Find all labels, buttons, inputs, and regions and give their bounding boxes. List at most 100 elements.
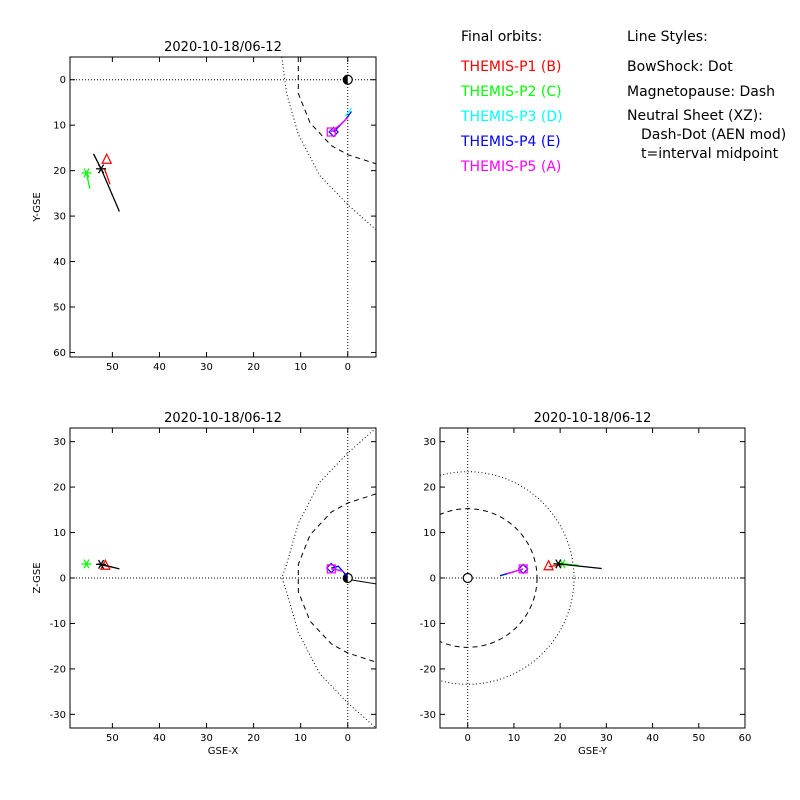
plot-frame (69, 56, 377, 358)
plot-area (440, 428, 745, 728)
y-tick-label: 0 (60, 574, 66, 585)
magnetopause-circle (440, 508, 538, 648)
x-tick-label: 30 (200, 733, 213, 744)
x-axis-label: GSE-X (208, 746, 239, 757)
panel-title: 2020-10-18/06-12 (534, 411, 652, 426)
orbit-themis-p5-square-marker (326, 564, 336, 574)
x-tick-label: 40 (153, 362, 166, 373)
orbits-legend: Final orbits: THEMIS-P1 (B) THEMIS-P2 (C… (460, 29, 563, 175)
orbit-midpoint-asterisk-marker (96, 559, 107, 569)
x-tick-label: 0 (345, 733, 351, 744)
y-tick-label: 20 (423, 483, 436, 494)
earth-marker (462, 572, 473, 584)
asterisk-stroke (555, 559, 562, 569)
legend-probe-p1: THEMIS-P1 (B) (460, 59, 561, 75)
x-tick-label: 30 (200, 362, 213, 373)
y-tick-label: 0 (430, 574, 436, 585)
x-tick-label: 20 (247, 733, 260, 744)
x-tick-label: 30 (600, 733, 613, 744)
y-tick-label: -20 (420, 664, 436, 675)
x-tick-label: 20 (247, 362, 260, 373)
y-tick-label: -10 (420, 619, 436, 630)
orbits-legend-title: Final orbits: (461, 29, 542, 45)
y-tick-label: 30 (53, 212, 66, 223)
orbit-themis-p5-line (331, 568, 344, 572)
orbit-themis-p2-asterisk-marker (81, 559, 92, 569)
x-axis-label: GSE-Y (578, 746, 608, 757)
line-styles-title: Line Styles: (627, 29, 708, 45)
orbit-themis-p5-line (330, 117, 349, 133)
orbit-themis-p2-asterisk-marker (81, 168, 92, 178)
x-tick-label: 10 (294, 362, 307, 373)
xy-plane-panel: 2020-10-18/06-12 50 40 30 20 10 0 0 10 20 30 40 50 60… (32, 40, 377, 373)
x-tick-label: 40 (153, 733, 166, 744)
line-style-interval: t=interval midpoint (641, 146, 779, 162)
y-tick-label: 10 (53, 528, 66, 539)
y-tick-label: 10 (53, 121, 66, 132)
x-tick-label: 50 (106, 362, 119, 373)
x-tick-label: 10 (508, 733, 521, 744)
line-style-aen-mod: Dash-Dot (AEN mod) (641, 127, 786, 143)
y-tick-label: 30 (53, 437, 66, 448)
bowshock-curve (281, 57, 376, 231)
y-tick-label: 10 (423, 528, 436, 539)
x-tick-label: 0 (345, 362, 351, 373)
orbit-themis-p4-line (331, 565, 349, 578)
panel-title: 2020-10-18/06-12 (164, 40, 282, 55)
magnetopause-curve (297, 493, 376, 663)
asterisk-stroke (83, 168, 90, 178)
orbit-themis-p2-line (85, 172, 91, 189)
line-style-neutral-sheet: Neutral Sheet (XZ): (627, 108, 763, 124)
x-tick-label: 50 (106, 733, 119, 744)
orbit-themis-p3-line (344, 107, 353, 117)
xz-plane-panel: 2020-10-18/06-12 50 40 30 20 10 0 -30 -20 -10 0 10 2… (32, 411, 377, 757)
y-tick-label: -30 (420, 710, 436, 721)
orbit-themis-p1-triangle-marker (543, 559, 555, 571)
asterisk-stroke (98, 164, 105, 174)
orbit-themis-p1-line (103, 168, 111, 185)
orbit-midpoint-asterisk-marker (553, 559, 564, 569)
line-styles-legend: Line Styles: BowShock: Dot Magnetopause:… (627, 29, 786, 162)
orbit-midpoint-asterisk-marker (96, 164, 107, 174)
orbit-themis-p5-square-marker (518, 564, 528, 574)
y-tick-label: -10 (50, 619, 66, 630)
x-tick-label: 60 (739, 733, 752, 744)
orbit-themis-p1-triangle-marker (101, 152, 113, 164)
legend-probe-p4: THEMIS-P4 (E) (460, 134, 561, 150)
orbit-themis-p5-square-marker (326, 127, 336, 137)
asterisk-stroke (98, 559, 105, 569)
x-tick-label: 20 (554, 733, 567, 744)
y-tick-label: 30 (423, 437, 436, 448)
y-tick-label: 0 (60, 75, 66, 86)
legend-probe-p3: THEMIS-P3 (D) (460, 109, 563, 125)
orbit-midpoint-line (92, 153, 120, 212)
magnetopause-curve (297, 57, 376, 165)
y-axis-label: Y-GSE (32, 192, 43, 222)
earth-night-side (343, 75, 348, 85)
bowshock-circle (440, 471, 575, 685)
line-style-magnetopause: Magnetopause: Dash (627, 84, 775, 100)
plot-area (70, 57, 376, 357)
yz-plane-panel: 2020-10-18/06-12 0 10 20 30 40 50 60 -30 -20 -10 0 1… (420, 411, 752, 757)
plot-area (70, 428, 376, 728)
orbit-themis-p5-line (506, 568, 524, 575)
legend-probe-p5: THEMIS-P5 (A) (460, 159, 561, 175)
y-tick-label: 20 (53, 483, 66, 494)
x-tick-label: 10 (294, 733, 307, 744)
legend-probe-p2: THEMIS-P2 (C) (460, 84, 562, 100)
y-axis-label: Z-GSE (32, 562, 43, 593)
y-tick-label: 60 (53, 348, 66, 359)
orbit-midpoint-line (557, 563, 602, 570)
bowshock-curve (281, 428, 376, 728)
asterisk-stroke (83, 559, 90, 569)
y-tick-label: 50 (53, 303, 66, 314)
panel-title: 2020-10-18/06-12 (164, 411, 282, 426)
y-tick-label: -20 (50, 664, 66, 675)
neutral-sheet-line (347, 578, 376, 585)
y-tick-label: 20 (53, 166, 66, 177)
line-style-bowshock: BowShock: Dot (627, 59, 733, 75)
y-tick-label: 40 (53, 257, 66, 268)
y-tick-label: -30 (50, 710, 66, 721)
x-tick-label: 50 (692, 733, 705, 744)
